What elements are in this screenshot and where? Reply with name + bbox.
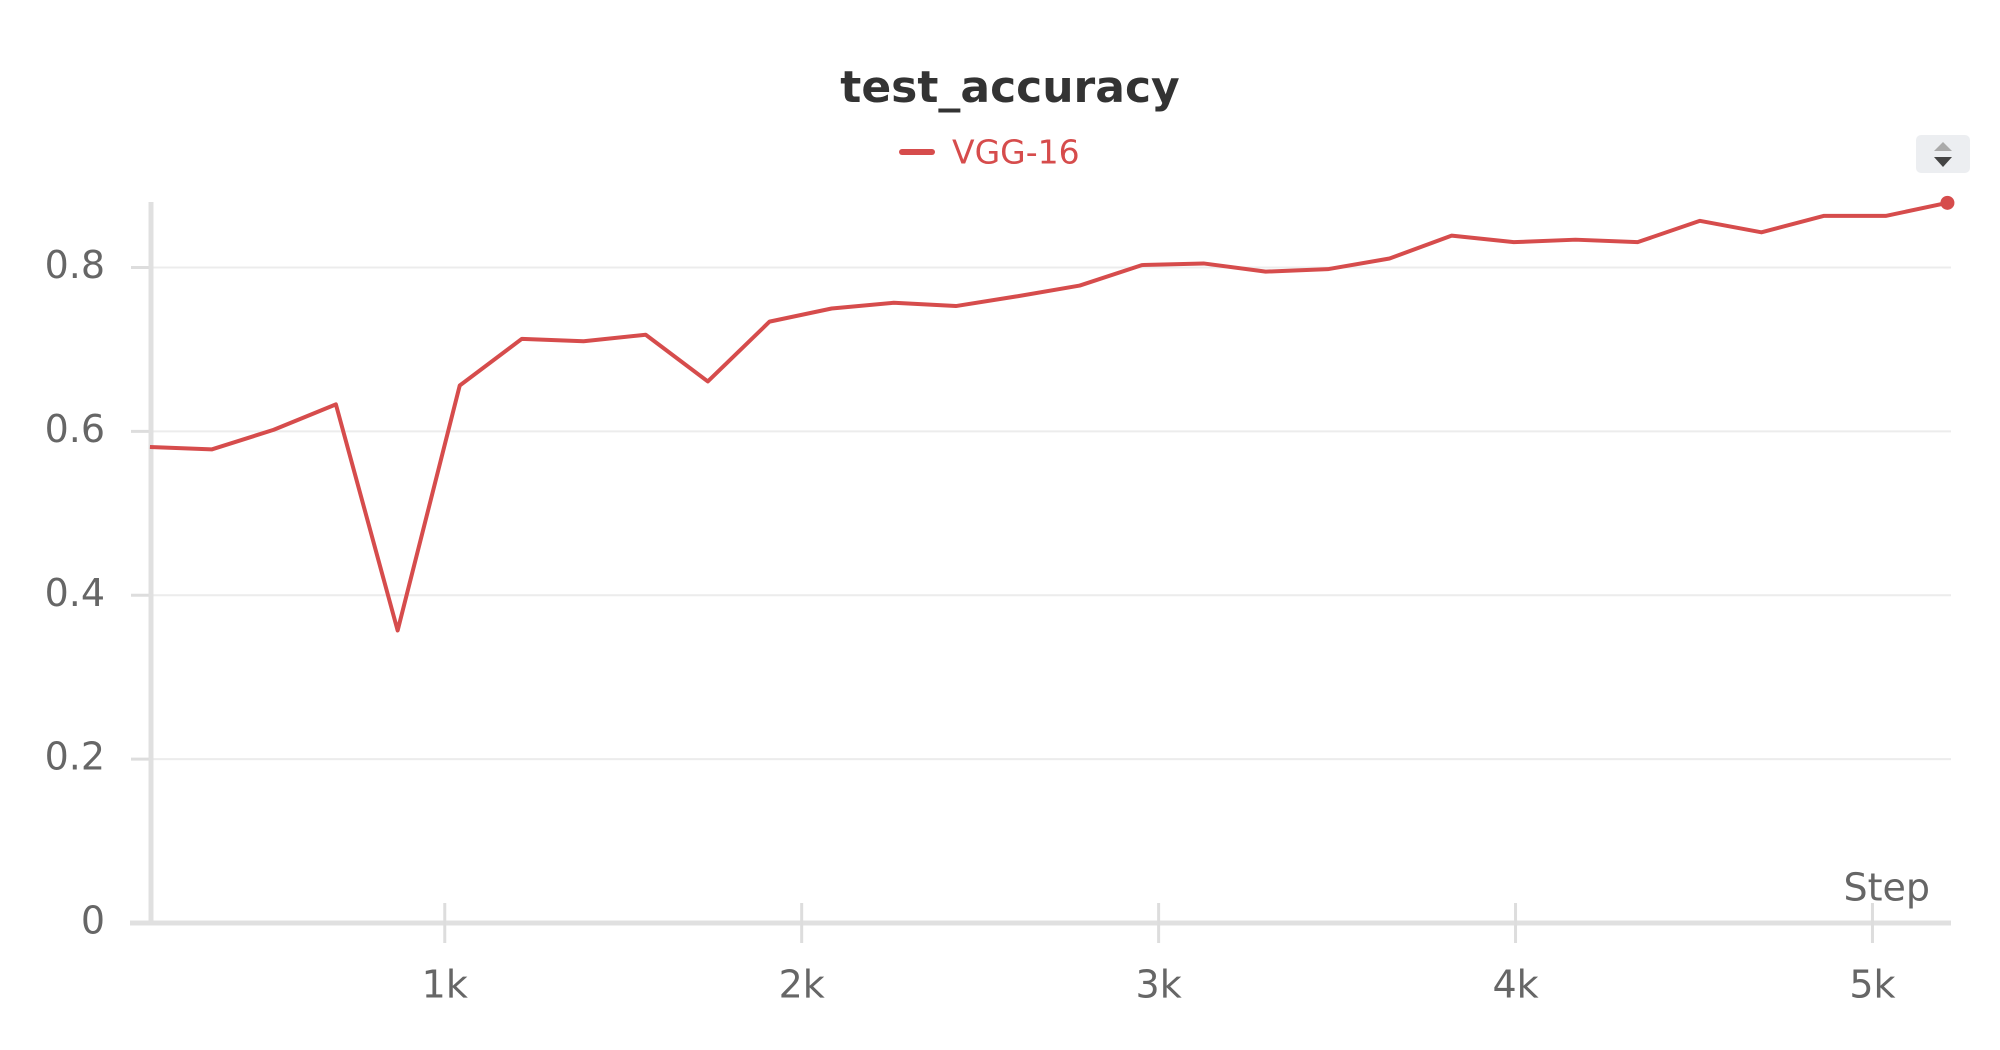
y-tick-label: 0.6 bbox=[45, 407, 105, 451]
x-tick-label: 3k bbox=[1136, 963, 1182, 1007]
x-tick-label: 2k bbox=[779, 963, 825, 1007]
scroll-button[interactable] bbox=[1916, 135, 1970, 173]
arrow-up bbox=[1934, 142, 1952, 151]
arrow-down bbox=[1934, 157, 1952, 167]
x-axis-label: Step bbox=[1843, 866, 1930, 910]
scroll-control[interactable] bbox=[1916, 135, 1970, 173]
x-tick-label: 1k bbox=[422, 963, 468, 1007]
y-tick-label: 0.2 bbox=[45, 735, 105, 779]
y-tick-label: 0 bbox=[81, 899, 105, 943]
legend-label: VGG-16 bbox=[952, 133, 1080, 172]
series-line bbox=[149, 200, 1948, 633]
y-tick-label: 0.4 bbox=[45, 571, 105, 615]
y-tick-label: 0.8 bbox=[45, 243, 105, 287]
end-point bbox=[1940, 195, 1955, 210]
x-tick-label: 5k bbox=[1849, 963, 1895, 1007]
x-tick-label: 4k bbox=[1492, 963, 1538, 1007]
chart-title: test_accuracy bbox=[840, 62, 1179, 113]
